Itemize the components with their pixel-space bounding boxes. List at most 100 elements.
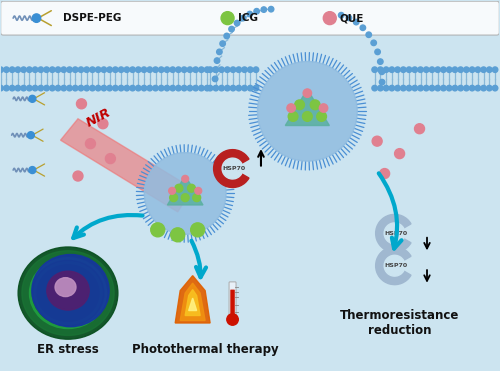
- Circle shape: [204, 85, 210, 91]
- Circle shape: [170, 67, 175, 72]
- Circle shape: [464, 85, 469, 91]
- Circle shape: [220, 41, 226, 46]
- Ellipse shape: [32, 255, 109, 327]
- Circle shape: [302, 112, 312, 121]
- Circle shape: [86, 139, 96, 149]
- Wedge shape: [384, 223, 404, 244]
- Circle shape: [371, 40, 376, 46]
- Circle shape: [44, 85, 50, 91]
- Circle shape: [106, 154, 116, 164]
- Polygon shape: [168, 176, 203, 205]
- Circle shape: [219, 85, 224, 91]
- Circle shape: [96, 85, 101, 91]
- Circle shape: [0, 67, 4, 72]
- Circle shape: [418, 67, 424, 72]
- Circle shape: [195, 187, 202, 194]
- Text: NIR: NIR: [84, 105, 114, 129]
- Circle shape: [158, 85, 164, 91]
- Circle shape: [258, 62, 357, 161]
- Circle shape: [316, 112, 326, 121]
- Circle shape: [375, 49, 380, 55]
- Text: QUE: QUE: [340, 13, 364, 23]
- Circle shape: [303, 89, 312, 97]
- Circle shape: [213, 85, 218, 91]
- Circle shape: [213, 67, 218, 72]
- Circle shape: [458, 67, 464, 72]
- Circle shape: [288, 112, 298, 121]
- Circle shape: [168, 187, 175, 194]
- Circle shape: [76, 99, 86, 109]
- Circle shape: [182, 67, 187, 72]
- Polygon shape: [180, 283, 205, 321]
- Circle shape: [395, 67, 400, 72]
- Circle shape: [389, 85, 394, 91]
- Ellipse shape: [47, 271, 89, 310]
- Circle shape: [412, 67, 418, 72]
- Circle shape: [310, 100, 320, 110]
- Circle shape: [486, 67, 492, 72]
- Circle shape: [32, 85, 38, 91]
- Circle shape: [492, 85, 498, 91]
- Circle shape: [414, 124, 424, 134]
- Circle shape: [324, 12, 336, 24]
- Circle shape: [78, 85, 84, 91]
- Circle shape: [124, 85, 130, 91]
- Circle shape: [107, 67, 112, 72]
- Circle shape: [418, 85, 424, 91]
- Circle shape: [158, 67, 164, 72]
- Circle shape: [84, 67, 89, 72]
- Wedge shape: [214, 150, 249, 187]
- Circle shape: [287, 104, 296, 112]
- Circle shape: [90, 67, 95, 72]
- Circle shape: [446, 67, 452, 72]
- Circle shape: [193, 67, 198, 72]
- Circle shape: [198, 67, 204, 72]
- Ellipse shape: [22, 251, 114, 335]
- Polygon shape: [60, 119, 192, 212]
- Circle shape: [294, 100, 304, 110]
- Circle shape: [187, 85, 192, 91]
- Circle shape: [481, 67, 486, 72]
- Circle shape: [372, 85, 378, 91]
- Circle shape: [400, 67, 406, 72]
- Circle shape: [248, 85, 253, 91]
- Circle shape: [124, 67, 130, 72]
- Circle shape: [247, 12, 252, 17]
- Circle shape: [320, 104, 328, 112]
- Circle shape: [240, 15, 246, 21]
- Circle shape: [354, 19, 359, 25]
- Circle shape: [254, 9, 260, 14]
- Circle shape: [400, 85, 406, 91]
- Circle shape: [112, 67, 118, 72]
- Circle shape: [221, 12, 234, 24]
- Circle shape: [219, 67, 224, 72]
- Circle shape: [384, 85, 389, 91]
- Circle shape: [101, 67, 106, 72]
- Circle shape: [84, 85, 89, 91]
- Circle shape: [440, 67, 446, 72]
- Circle shape: [435, 85, 440, 91]
- Circle shape: [412, 85, 418, 91]
- Circle shape: [204, 67, 210, 72]
- Circle shape: [78, 67, 84, 72]
- Wedge shape: [376, 214, 411, 252]
- Circle shape: [261, 7, 266, 12]
- Circle shape: [147, 85, 152, 91]
- Polygon shape: [185, 290, 200, 315]
- Circle shape: [130, 85, 136, 91]
- Circle shape: [112, 85, 118, 91]
- Circle shape: [182, 194, 189, 201]
- Circle shape: [164, 85, 170, 91]
- Circle shape: [130, 67, 136, 72]
- Circle shape: [475, 85, 480, 91]
- Circle shape: [230, 85, 236, 91]
- Circle shape: [0, 85, 4, 91]
- Circle shape: [366, 32, 372, 37]
- Circle shape: [458, 85, 464, 91]
- Circle shape: [4, 67, 9, 72]
- Circle shape: [73, 171, 83, 181]
- Circle shape: [32, 67, 38, 72]
- Circle shape: [406, 85, 412, 91]
- Circle shape: [208, 85, 213, 91]
- Circle shape: [50, 85, 55, 91]
